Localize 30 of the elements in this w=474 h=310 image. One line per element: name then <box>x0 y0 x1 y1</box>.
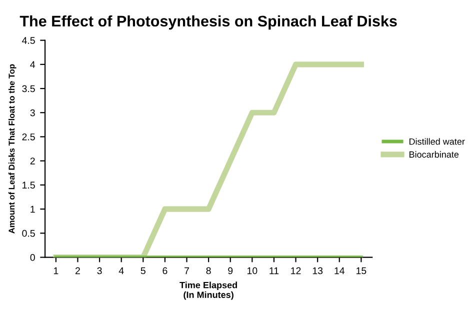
y-tick-label: 3.5 <box>22 85 35 92</box>
x-tick-label: 11 <box>270 267 279 274</box>
legend-label: Biocarbinate <box>410 151 459 158</box>
x-tick-label: 7 <box>184 267 189 274</box>
x-tick-label: 2 <box>76 267 80 274</box>
chart-title: The Effect of Photosynthesis on Spinach Leaf Disks <box>20 15 397 30</box>
x-tick-label: 5 <box>140 267 146 274</box>
y-tick-label: 1 <box>30 206 35 213</box>
y-tick-label: 4 <box>30 61 36 68</box>
x-tick-label: 10 <box>248 267 258 274</box>
y-tick-label: 0.5 <box>22 230 35 237</box>
y-tick-label: 3 <box>30 109 35 116</box>
y-tick-label: 4.5 <box>22 37 35 44</box>
y-axis-title: Amount of Leaf Disks That Float to the Top <box>8 64 16 234</box>
y-tick-label: 2.5 <box>22 133 35 140</box>
x-tick-label: 4 <box>118 267 124 274</box>
x-tick-label: 1 <box>54 267 58 274</box>
x-tick-label: 15 <box>356 267 366 274</box>
x-tick-label: 9 <box>228 267 233 274</box>
x-tick-label: 8 <box>206 267 211 274</box>
legend-label: Distilled water <box>410 138 465 145</box>
y-tick-label: 2 <box>30 158 35 164</box>
x-tick-label: 6 <box>162 267 168 274</box>
x-tick-label: 3 <box>97 267 102 274</box>
y-tick-label: 1.5 <box>22 182 35 189</box>
x-tick-label: 14 <box>334 267 345 274</box>
x-tick-label: 13 <box>312 267 323 274</box>
x-axis-title: Time Elapsed (In Minutes) <box>180 282 237 300</box>
y-tick-label: 0 <box>30 254 35 261</box>
x-tick-label: 12 <box>291 267 301 274</box>
